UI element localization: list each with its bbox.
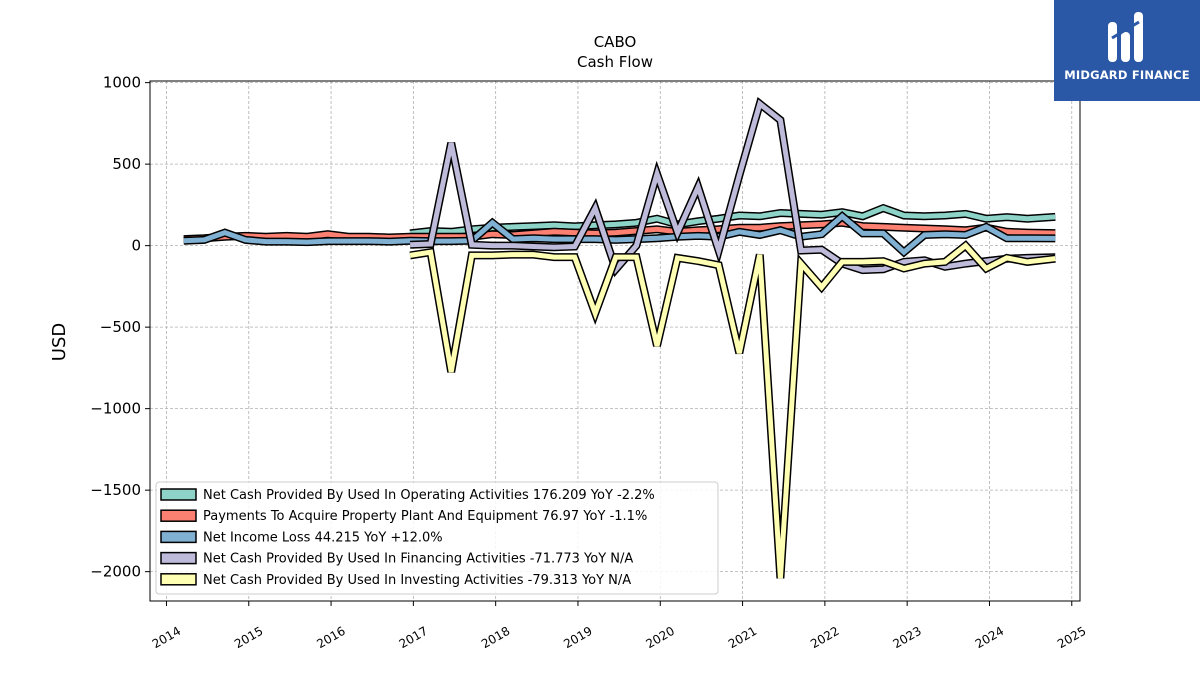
chart-title: CABO — [594, 33, 637, 51]
legend-swatch — [160, 530, 197, 544]
legend-swatch — [160, 488, 197, 501]
legend-swatch — [160, 551, 197, 565]
legend: Net Cash Provided By Used In Operating A… — [155, 481, 719, 595]
x-tick-label: 2025 — [1055, 624, 1088, 651]
x-tick-label: 2019 — [561, 624, 594, 651]
y-axis-label: USD — [49, 323, 70, 361]
x-tick-label: 2014 — [150, 624, 183, 651]
legend-label: Payments To Acquire Property Plant And E… — [203, 509, 647, 524]
series-path — [183, 220, 1056, 242]
y-tick-label: −500 — [100, 318, 141, 336]
series-line-5 — [409, 240, 1056, 579]
plot-lines — [183, 96, 1056, 579]
legend-label: Net Cash Provided By Used In Investing A… — [203, 573, 631, 588]
x-tick-label: 2017 — [397, 624, 430, 651]
y-tick-label: 0 — [131, 237, 141, 255]
series-line-4 — [409, 96, 1056, 278]
x-tick-label: 2021 — [726, 624, 759, 651]
series-path — [183, 213, 1056, 256]
x-tick-label: 2016 — [314, 624, 347, 651]
brand-name: MIDGARD FINANCE — [1064, 68, 1190, 82]
y-tick-label: −2000 — [90, 563, 141, 581]
x-tick-label: 2020 — [644, 624, 677, 651]
plot-area-frame — [149, 80, 1081, 602]
x-tick-label: 2015 — [232, 624, 265, 651]
chart-subtitle: Cash Flow — [577, 53, 653, 71]
y-axis: 1000 500 0 −500 −1000 −1500 −2000 — [90, 74, 150, 581]
legend-label: Net Income Loss 44.215 YoY +12.0% — [203, 530, 443, 545]
legend-swatch — [160, 573, 197, 586]
x-tick-label: 2023 — [890, 624, 923, 651]
brand-logo: MIDGARD FINANCE — [1054, 0, 1200, 101]
series-line-3 — [183, 211, 1056, 258]
series-path — [409, 242, 1056, 579]
y-tick-label: 500 — [112, 155, 141, 173]
brand-logo-icon — [1108, 12, 1143, 62]
legend-label: Net Cash Provided By Used In Operating A… — [203, 488, 655, 503]
x-tick-label: 2024 — [973, 624, 1006, 651]
legend-label: Net Cash Provided By Used In Financing A… — [203, 552, 633, 567]
x-axis: 2014 2015 2016 2017 2018 2019 2020 2021 2022 2023… — [150, 601, 1088, 651]
series-line-2 — [183, 218, 1056, 244]
x-tick-label: 2022 — [808, 624, 841, 651]
legend-swatch — [160, 509, 197, 522]
x-tick-label: 2018 — [479, 624, 512, 651]
y-tick-label: −1000 — [90, 400, 141, 418]
y-tick-label: 1000 — [103, 74, 141, 92]
y-tick-label: −1500 — [90, 481, 141, 499]
legend-box — [155, 481, 719, 595]
